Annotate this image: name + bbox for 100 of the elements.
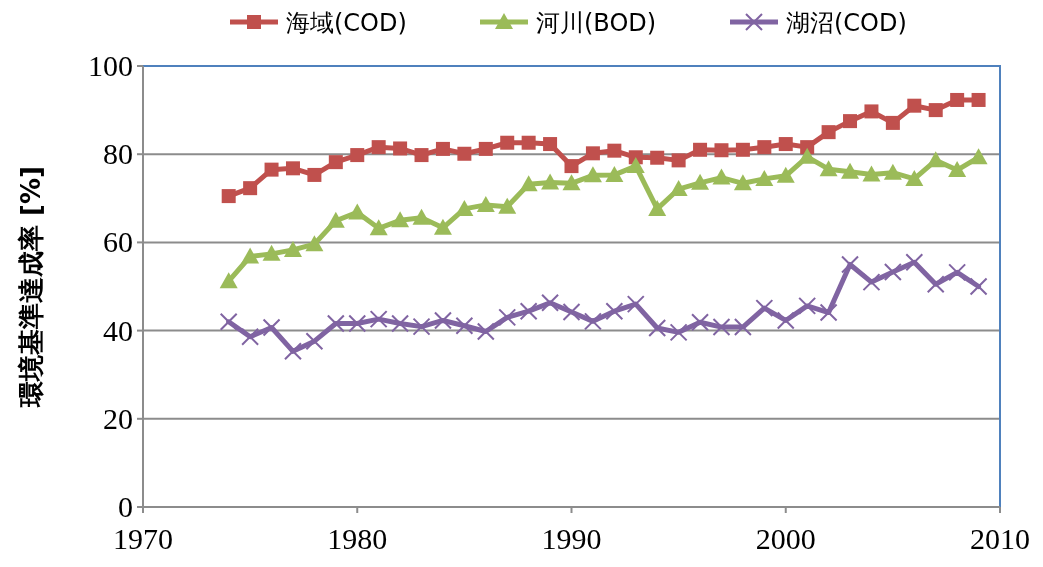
point <box>433 218 452 235</box>
point <box>693 142 708 157</box>
point <box>669 323 688 342</box>
legend-label: 湖沼(COD) <box>786 9 907 37</box>
point <box>926 151 945 168</box>
point <box>369 310 388 329</box>
point <box>350 148 365 163</box>
point <box>498 197 517 214</box>
point <box>391 314 410 333</box>
point <box>412 208 431 225</box>
point <box>262 244 281 261</box>
point <box>862 165 881 182</box>
point <box>648 318 667 337</box>
point <box>500 135 515 150</box>
point <box>583 312 602 331</box>
point <box>585 146 600 161</box>
point <box>562 303 581 322</box>
point <box>905 169 924 186</box>
point <box>391 211 410 228</box>
point <box>883 163 902 180</box>
point <box>412 317 431 336</box>
point <box>283 240 302 257</box>
point <box>543 137 558 152</box>
point <box>626 295 645 314</box>
point <box>305 332 324 351</box>
point <box>541 293 560 312</box>
point <box>433 311 452 330</box>
point <box>478 141 493 156</box>
point <box>712 318 731 337</box>
point <box>841 162 860 179</box>
point <box>326 211 345 228</box>
point <box>950 92 965 107</box>
point <box>691 173 710 190</box>
point <box>821 125 836 140</box>
point <box>778 137 793 152</box>
x-tick-label: 1990 <box>541 522 602 555</box>
point <box>562 174 581 191</box>
point <box>605 165 624 182</box>
point <box>241 247 260 264</box>
point <box>455 199 474 216</box>
point <box>883 262 902 281</box>
point <box>714 143 729 158</box>
point <box>241 327 260 346</box>
point <box>626 157 645 174</box>
point <box>393 141 408 156</box>
legend-label: 河川(BOD) <box>536 9 657 37</box>
point <box>328 155 343 170</box>
point <box>712 168 731 185</box>
y-tick-label: 80 <box>103 137 133 171</box>
point <box>243 181 258 196</box>
x-tick-label: 1970 <box>113 522 173 555</box>
point <box>928 103 943 118</box>
point <box>221 189 236 204</box>
point <box>776 311 795 330</box>
point <box>457 146 472 161</box>
point <box>733 318 752 337</box>
point <box>519 175 538 192</box>
point <box>733 174 752 191</box>
point <box>648 199 667 216</box>
point <box>843 114 858 129</box>
point <box>819 303 838 322</box>
y-tick-label: 0 <box>118 490 133 523</box>
point <box>607 143 622 158</box>
x-tick-label: 2010 <box>970 522 1030 555</box>
point <box>264 162 279 177</box>
legend-label: 海域(COD) <box>286 9 407 37</box>
point <box>605 302 624 321</box>
point <box>862 273 881 292</box>
point <box>435 141 450 156</box>
point <box>755 169 774 186</box>
x-tick-label: 1980 <box>327 522 388 555</box>
x-tick-label: 2000 <box>755 522 816 555</box>
point <box>369 219 388 236</box>
point <box>798 147 817 164</box>
point <box>219 312 238 331</box>
point <box>498 308 517 327</box>
point <box>476 322 495 341</box>
y-axis-title: 環境基準達成率 [%] <box>16 166 46 408</box>
point <box>926 275 945 294</box>
point <box>841 255 860 274</box>
point <box>948 263 967 282</box>
y-tick-label: 20 <box>103 401 133 435</box>
point <box>864 104 879 119</box>
point <box>564 159 579 174</box>
point <box>414 148 429 163</box>
y-tick-label: 100 <box>88 49 133 82</box>
point <box>691 313 710 332</box>
point <box>285 161 300 176</box>
point <box>476 195 495 212</box>
point <box>262 318 281 337</box>
point <box>305 235 324 252</box>
point <box>885 115 900 130</box>
point <box>650 150 665 165</box>
point <box>776 166 795 183</box>
y-tick-label: 60 <box>103 225 133 259</box>
point <box>583 166 602 183</box>
point <box>326 314 345 333</box>
point <box>371 140 386 155</box>
point <box>948 161 967 178</box>
point <box>348 314 367 333</box>
